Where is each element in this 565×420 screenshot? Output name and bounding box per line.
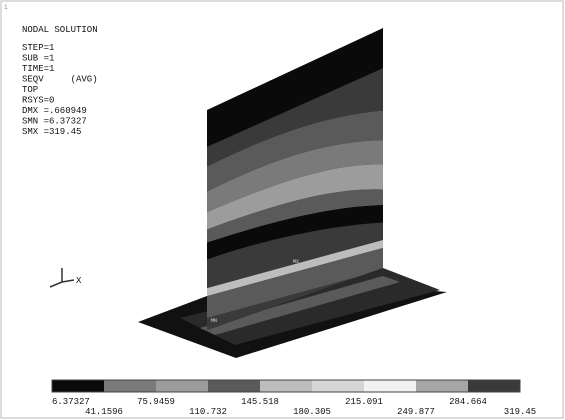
screenshot: 1 NODAL SOLUTION MX MN X STEP=1SUB =1TIM… bbox=[0, 0, 565, 420]
viewport: 1 NODAL SOLUTION MX MN X STEP=1SUB =1TIM… bbox=[0, 0, 565, 420]
info-line: RSYS=0 bbox=[22, 96, 54, 106]
info-line: SUB =1 bbox=[22, 54, 54, 64]
info-line: TIME=1 bbox=[22, 64, 54, 74]
max-label: MX bbox=[293, 259, 299, 265]
legend-value: 41.1596 bbox=[85, 407, 123, 417]
legend-value: 319.45 bbox=[504, 407, 536, 417]
legend-swatch bbox=[416, 380, 468, 392]
legend-swatch bbox=[52, 380, 104, 392]
min-label: MN bbox=[211, 318, 217, 324]
info-line: SMN =6.37327 bbox=[22, 117, 87, 127]
axis-label: X bbox=[76, 276, 82, 286]
legend-value: 75.9459 bbox=[137, 397, 175, 407]
legend-swatch bbox=[312, 380, 364, 392]
info-line: SMX =319.45 bbox=[22, 127, 81, 137]
legend-swatch bbox=[468, 380, 520, 392]
info-line: DMX =.660949 bbox=[22, 106, 87, 116]
legend-value: 215.091 bbox=[345, 397, 383, 407]
info-line: STEP=1 bbox=[22, 43, 54, 53]
legend-value: 284.664 bbox=[449, 397, 487, 407]
legend-value: 6.37327 bbox=[52, 397, 90, 407]
legend-swatch bbox=[104, 380, 156, 392]
legend-value: 145.518 bbox=[241, 397, 279, 407]
title: NODAL SOLUTION bbox=[22, 25, 98, 35]
legend-swatch bbox=[208, 380, 260, 392]
legend-swatch bbox=[364, 380, 416, 392]
legend-swatch bbox=[260, 380, 312, 392]
legend-value: 180.305 bbox=[293, 407, 331, 417]
info-line: TOP bbox=[22, 85, 38, 95]
legend-swatch bbox=[156, 380, 208, 392]
legend-value: 110.732 bbox=[189, 407, 227, 417]
window-number: 1 bbox=[4, 4, 8, 11]
legend-value: 249.877 bbox=[397, 407, 435, 417]
info-line: SEQV (AVG) bbox=[22, 75, 98, 85]
